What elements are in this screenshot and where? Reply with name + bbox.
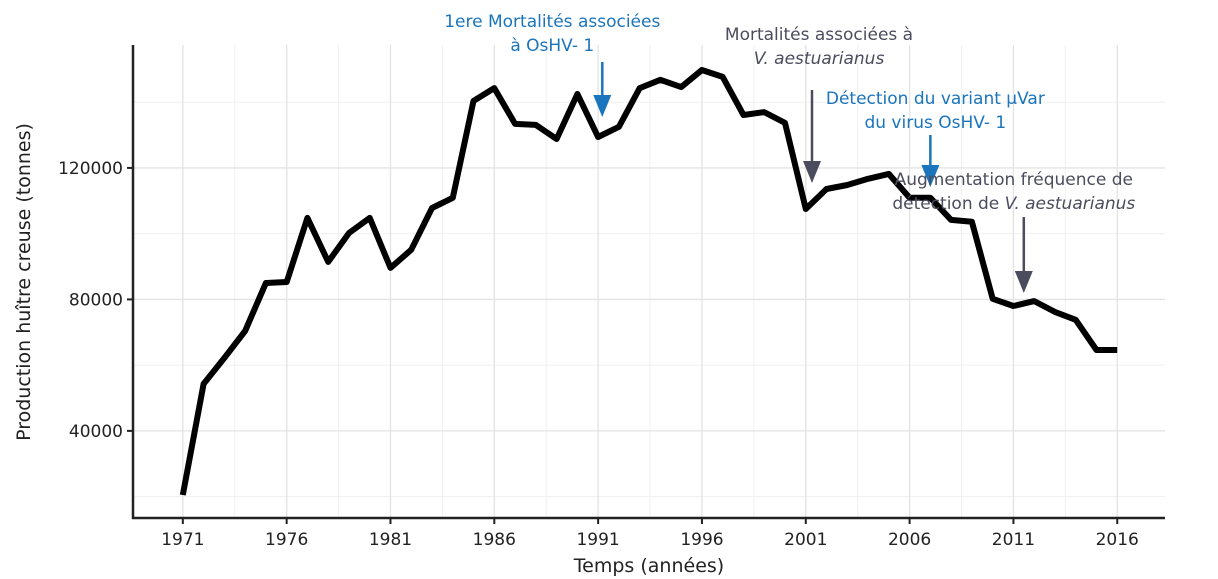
annotation-segment: détection de xyxy=(892,194,1004,214)
y-axis-label: Production huître creuse (tonnes) xyxy=(13,123,35,441)
annotation-text: du virus OsHV- 1 xyxy=(864,113,1006,133)
annotation-text: Mortalités associées à xyxy=(725,25,913,45)
x-tick-label: 1971 xyxy=(161,530,204,550)
x-axis-label: Temps (années) xyxy=(573,555,724,577)
data-line xyxy=(179,67,1118,496)
annotation-text: Augmentation fréquence de xyxy=(895,170,1133,190)
x-tick-label: 2001 xyxy=(784,530,827,550)
annotation-segment: V. aestuarianus xyxy=(754,49,885,69)
annotation-text: Détection du variant µVar xyxy=(826,89,1045,109)
annotation-text: V. aestuarianus xyxy=(754,49,885,69)
annotation-segment: Détection du variant µVar xyxy=(826,89,1045,109)
annotation-segment: Mortalités associées à xyxy=(725,25,913,45)
annotation-segment: 1ere Mortalités associées xyxy=(444,12,660,32)
annotation-text: détection de V. aestuarianus xyxy=(892,194,1135,214)
annotation-text: à OsHV- 1 xyxy=(510,36,594,56)
x-tick-label: 2016 xyxy=(1096,530,1139,550)
annotation-segment: du virus OsHV- 1 xyxy=(864,113,1006,133)
x-tick-label: 2006 xyxy=(888,530,931,550)
x-tick-label: 1981 xyxy=(369,530,412,550)
annotation-arrowhead xyxy=(803,161,822,183)
y-tick-label: 40000 xyxy=(69,422,123,442)
x-tick-label: 1976 xyxy=(265,530,308,550)
x-tick-label: 1991 xyxy=(576,530,619,550)
annotation-text: 1ere Mortalités associées xyxy=(444,12,660,32)
annotation-segment: V. aestuarianus xyxy=(1005,194,1136,214)
x-tick-label: 1996 xyxy=(680,530,723,550)
annotation-arrowhead xyxy=(921,165,940,187)
annotation-arrowhead xyxy=(1014,271,1033,293)
annotation-segment: à OsHV- 1 xyxy=(510,36,594,56)
x-tick-label: 1986 xyxy=(473,530,516,550)
x-tick-label: 2011 xyxy=(992,530,1035,550)
annotation-segment: Augmentation fréquence de xyxy=(895,170,1133,190)
y-tick-label: 120000 xyxy=(58,159,123,179)
annotation-arrowhead xyxy=(593,95,612,117)
y-tick-label: 80000 xyxy=(69,290,123,310)
